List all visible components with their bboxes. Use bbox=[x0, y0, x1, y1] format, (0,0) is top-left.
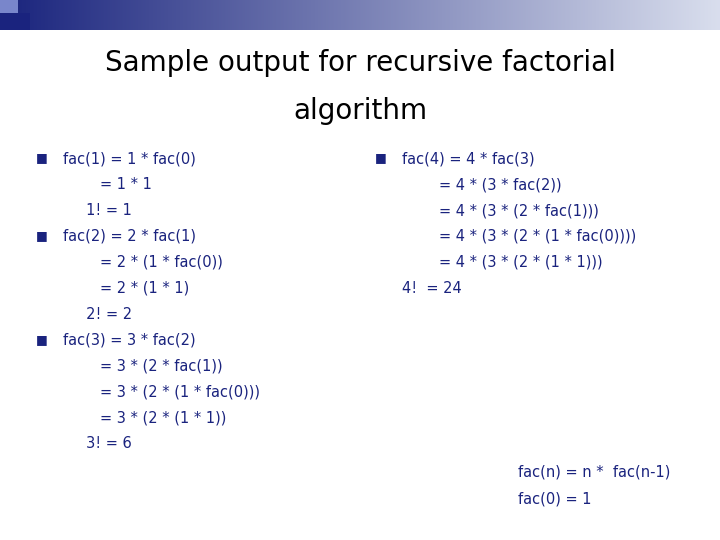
Text: 2! = 2: 2! = 2 bbox=[63, 307, 132, 322]
Bar bbox=[0, 14, 30, 30]
Text: = 3 * (2 * (1 * fac(0))): = 3 * (2 * (1 * fac(0))) bbox=[63, 384, 261, 400]
Text: fac(1) = 1 * fac(0): fac(1) = 1 * fac(0) bbox=[63, 151, 197, 166]
Text: 3! = 6: 3! = 6 bbox=[63, 436, 132, 451]
Text: ■: ■ bbox=[374, 151, 386, 164]
Bar bbox=[0, 0, 18, 14]
Text: 4!  = 24: 4! = 24 bbox=[402, 281, 462, 296]
Text: ■: ■ bbox=[36, 333, 48, 346]
Text: fac(2) = 2 * fac(1): fac(2) = 2 * fac(1) bbox=[63, 229, 197, 244]
Text: = 1 * 1: = 1 * 1 bbox=[63, 177, 152, 192]
Text: algorithm: algorithm bbox=[293, 97, 427, 125]
Text: = 4 * (3 * fac(2)): = 4 * (3 * fac(2)) bbox=[402, 177, 562, 192]
Text: Sample output for recursive factorial: Sample output for recursive factorial bbox=[104, 49, 616, 77]
Text: = 4 * (3 * (2 * (1 * 1))): = 4 * (3 * (2 * (1 * 1))) bbox=[402, 255, 603, 270]
Text: fac(n) = n *  fac(n-1): fac(n) = n * fac(n-1) bbox=[518, 464, 671, 480]
Text: ■: ■ bbox=[36, 229, 48, 242]
Text: 1! = 1: 1! = 1 bbox=[63, 203, 132, 218]
Text: = 2 * (1 * fac(0)): = 2 * (1 * fac(0)) bbox=[63, 255, 223, 270]
Text: = 3 * (2 * (1 * 1)): = 3 * (2 * (1 * 1)) bbox=[63, 410, 227, 426]
Text: = 4 * (3 * (2 * (1 * fac(0)))): = 4 * (3 * (2 * (1 * fac(0)))) bbox=[402, 229, 636, 244]
Text: fac(3) = 3 * fac(2): fac(3) = 3 * fac(2) bbox=[63, 333, 196, 348]
Text: = 3 * (2 * fac(1)): = 3 * (2 * fac(1)) bbox=[63, 359, 223, 374]
Text: fac(4) = 4 * fac(3): fac(4) = 4 * fac(3) bbox=[402, 151, 534, 166]
Text: fac(0) = 1: fac(0) = 1 bbox=[518, 491, 592, 507]
Text: = 2 * (1 * 1): = 2 * (1 * 1) bbox=[63, 281, 189, 296]
Text: ■: ■ bbox=[36, 151, 48, 164]
Text: = 4 * (3 * (2 * fac(1))): = 4 * (3 * (2 * fac(1))) bbox=[402, 203, 598, 218]
